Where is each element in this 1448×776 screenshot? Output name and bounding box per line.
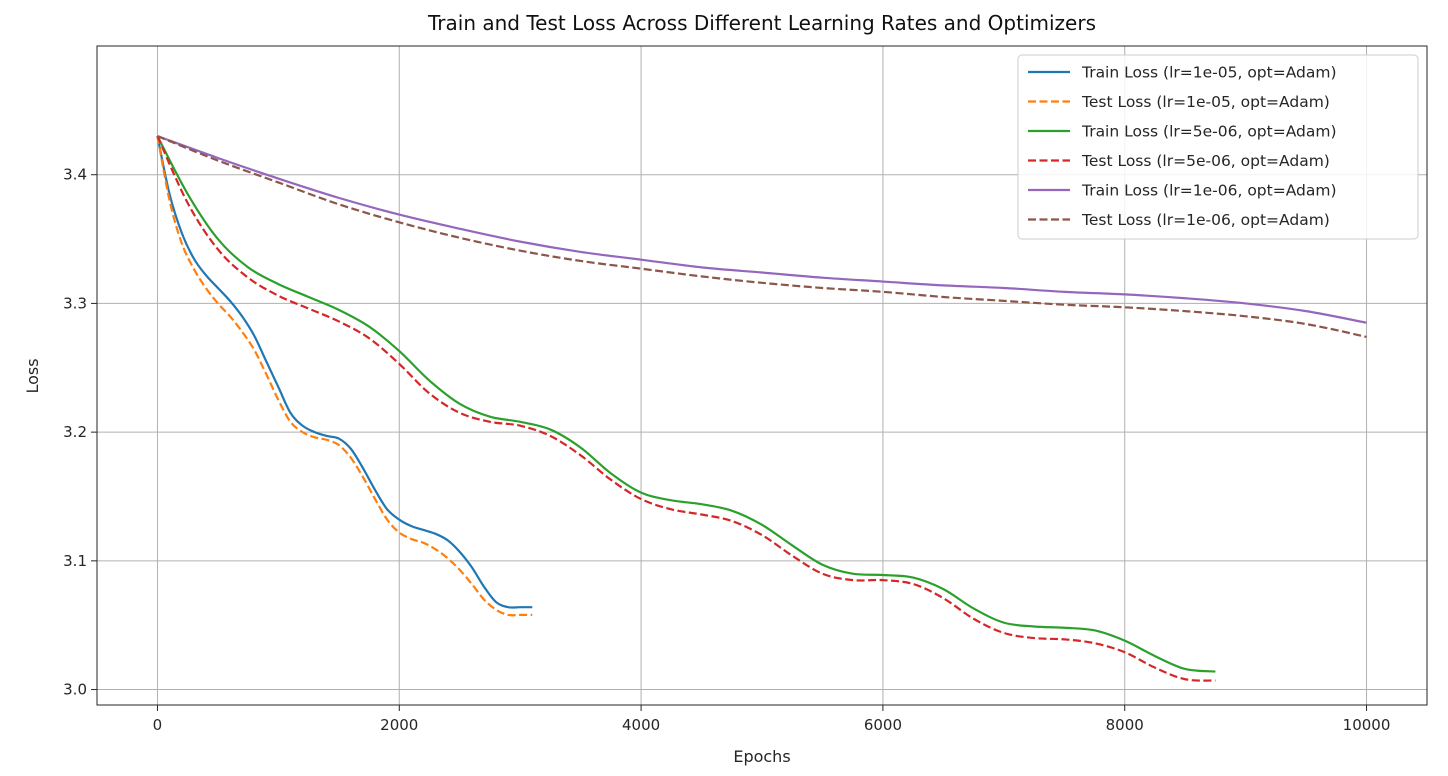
legend-label-4: Test Loss (lr=5e-06, opt=Adam) [1081,152,1330,170]
x-tick-label: 2000 [380,716,418,734]
y-tick-label: 3.2 [63,423,87,441]
y-tick-label: 3.1 [63,552,87,570]
series-line-1 [156,135,533,609]
legend-label-6: Test Loss (lr=1e-06, opt=Adam) [1081,211,1330,229]
x-axis-title: Epochs [733,747,790,766]
x-tick-label: 10000 [1343,716,1391,734]
legend-label-1: Train Loss (lr=1e-05, opt=Adam) [1081,64,1337,82]
legend-label-5: Train Loss (lr=1e-06, opt=Adam) [1081,182,1337,200]
legend-box [1017,54,1419,240]
legend-label-2: Test Loss (lr=1e-05, opt=Adam) [1081,93,1330,111]
y-tick-label: 3.4 [63,166,87,184]
legend-label-3: Train Loss (lr=5e-06, opt=Adam) [1081,123,1337,141]
legend: Train Loss (lr=1e-05, opt=Adam) Test Loss… [1017,54,1419,240]
y-tick-label: 3.3 [63,294,87,312]
x-tick-label: 4000 [622,716,660,734]
plot-frame [96,45,1428,706]
chart-title: Train and Test Loss Across Different Lea… [427,11,1096,35]
x-axis-ticks: 0 2000 4000 6000 8000 10000 [153,705,1391,734]
series-line-5 [157,135,1367,324]
y-axis-ticks: 3.0 3.1 3.2 3.3 3.4 [63,166,97,699]
x-tick-label: 6000 [864,716,902,734]
series-line-4 [156,135,1216,682]
series-lines [156,135,1367,682]
series-line-6 [157,135,1367,338]
x-tick-label: 0 [153,716,163,734]
y-axis-title: Loss [23,358,42,393]
x-tick-label: 8000 [1106,716,1144,734]
series-line-3 [156,135,1216,673]
y-tick-label: 3.0 [63,681,87,699]
series-line-2 [156,135,533,617]
